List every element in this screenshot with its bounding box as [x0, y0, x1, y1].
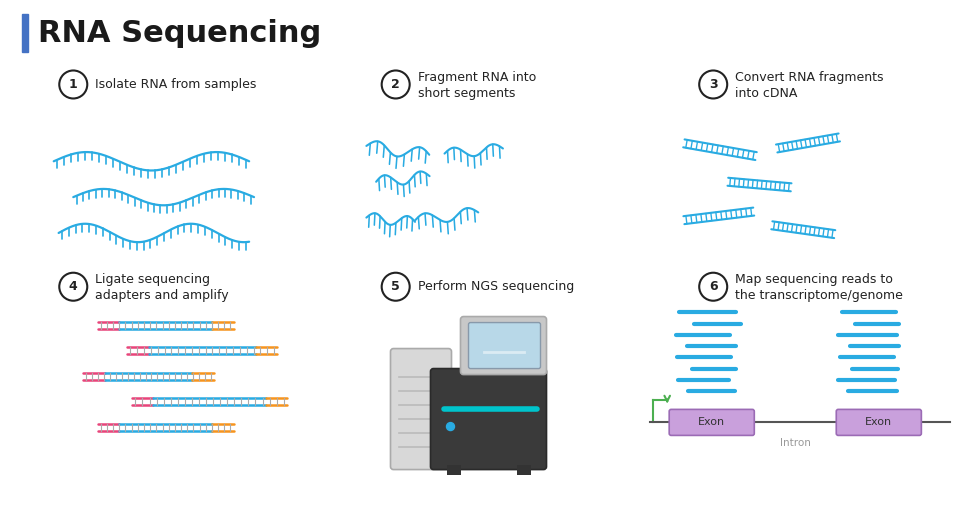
Text: 1: 1 — [69, 78, 77, 91]
FancyBboxPatch shape — [431, 369, 546, 470]
Circle shape — [60, 273, 87, 301]
Text: Exon: Exon — [866, 417, 892, 428]
Text: the transcriptome/genome: the transcriptome/genome — [736, 289, 903, 302]
Circle shape — [60, 71, 87, 98]
Text: Perform NGS sequencing: Perform NGS sequencing — [418, 280, 573, 293]
Text: Isolate RNA from samples: Isolate RNA from samples — [96, 78, 257, 91]
Text: RNA Sequencing: RNA Sequencing — [38, 18, 321, 48]
FancyBboxPatch shape — [460, 316, 546, 375]
Text: 6: 6 — [709, 280, 717, 293]
Circle shape — [446, 422, 454, 431]
Text: Exon: Exon — [699, 417, 725, 428]
FancyBboxPatch shape — [669, 410, 754, 435]
Circle shape — [700, 71, 727, 98]
Circle shape — [700, 273, 727, 301]
FancyBboxPatch shape — [836, 410, 921, 435]
Text: 3: 3 — [709, 78, 717, 91]
Circle shape — [382, 71, 409, 98]
Text: Intron: Intron — [780, 438, 811, 449]
Text: into cDNA: into cDNA — [736, 87, 797, 100]
Text: Ligate sequencing: Ligate sequencing — [96, 273, 210, 286]
FancyBboxPatch shape — [469, 323, 540, 369]
FancyBboxPatch shape — [391, 349, 451, 470]
Text: short segments: short segments — [418, 87, 515, 100]
Text: 5: 5 — [392, 280, 400, 293]
Text: Convert RNA fragments: Convert RNA fragments — [736, 71, 884, 84]
Circle shape — [382, 273, 409, 301]
Text: adapters and amplify: adapters and amplify — [96, 289, 229, 302]
Text: Map sequencing reads to: Map sequencing reads to — [736, 273, 893, 286]
Text: Fragment RNA into: Fragment RNA into — [418, 71, 536, 84]
Bar — [22, 14, 28, 52]
Bar — [517, 464, 531, 475]
Text: 2: 2 — [392, 78, 400, 91]
Text: 4: 4 — [69, 280, 77, 293]
Bar — [446, 464, 460, 475]
